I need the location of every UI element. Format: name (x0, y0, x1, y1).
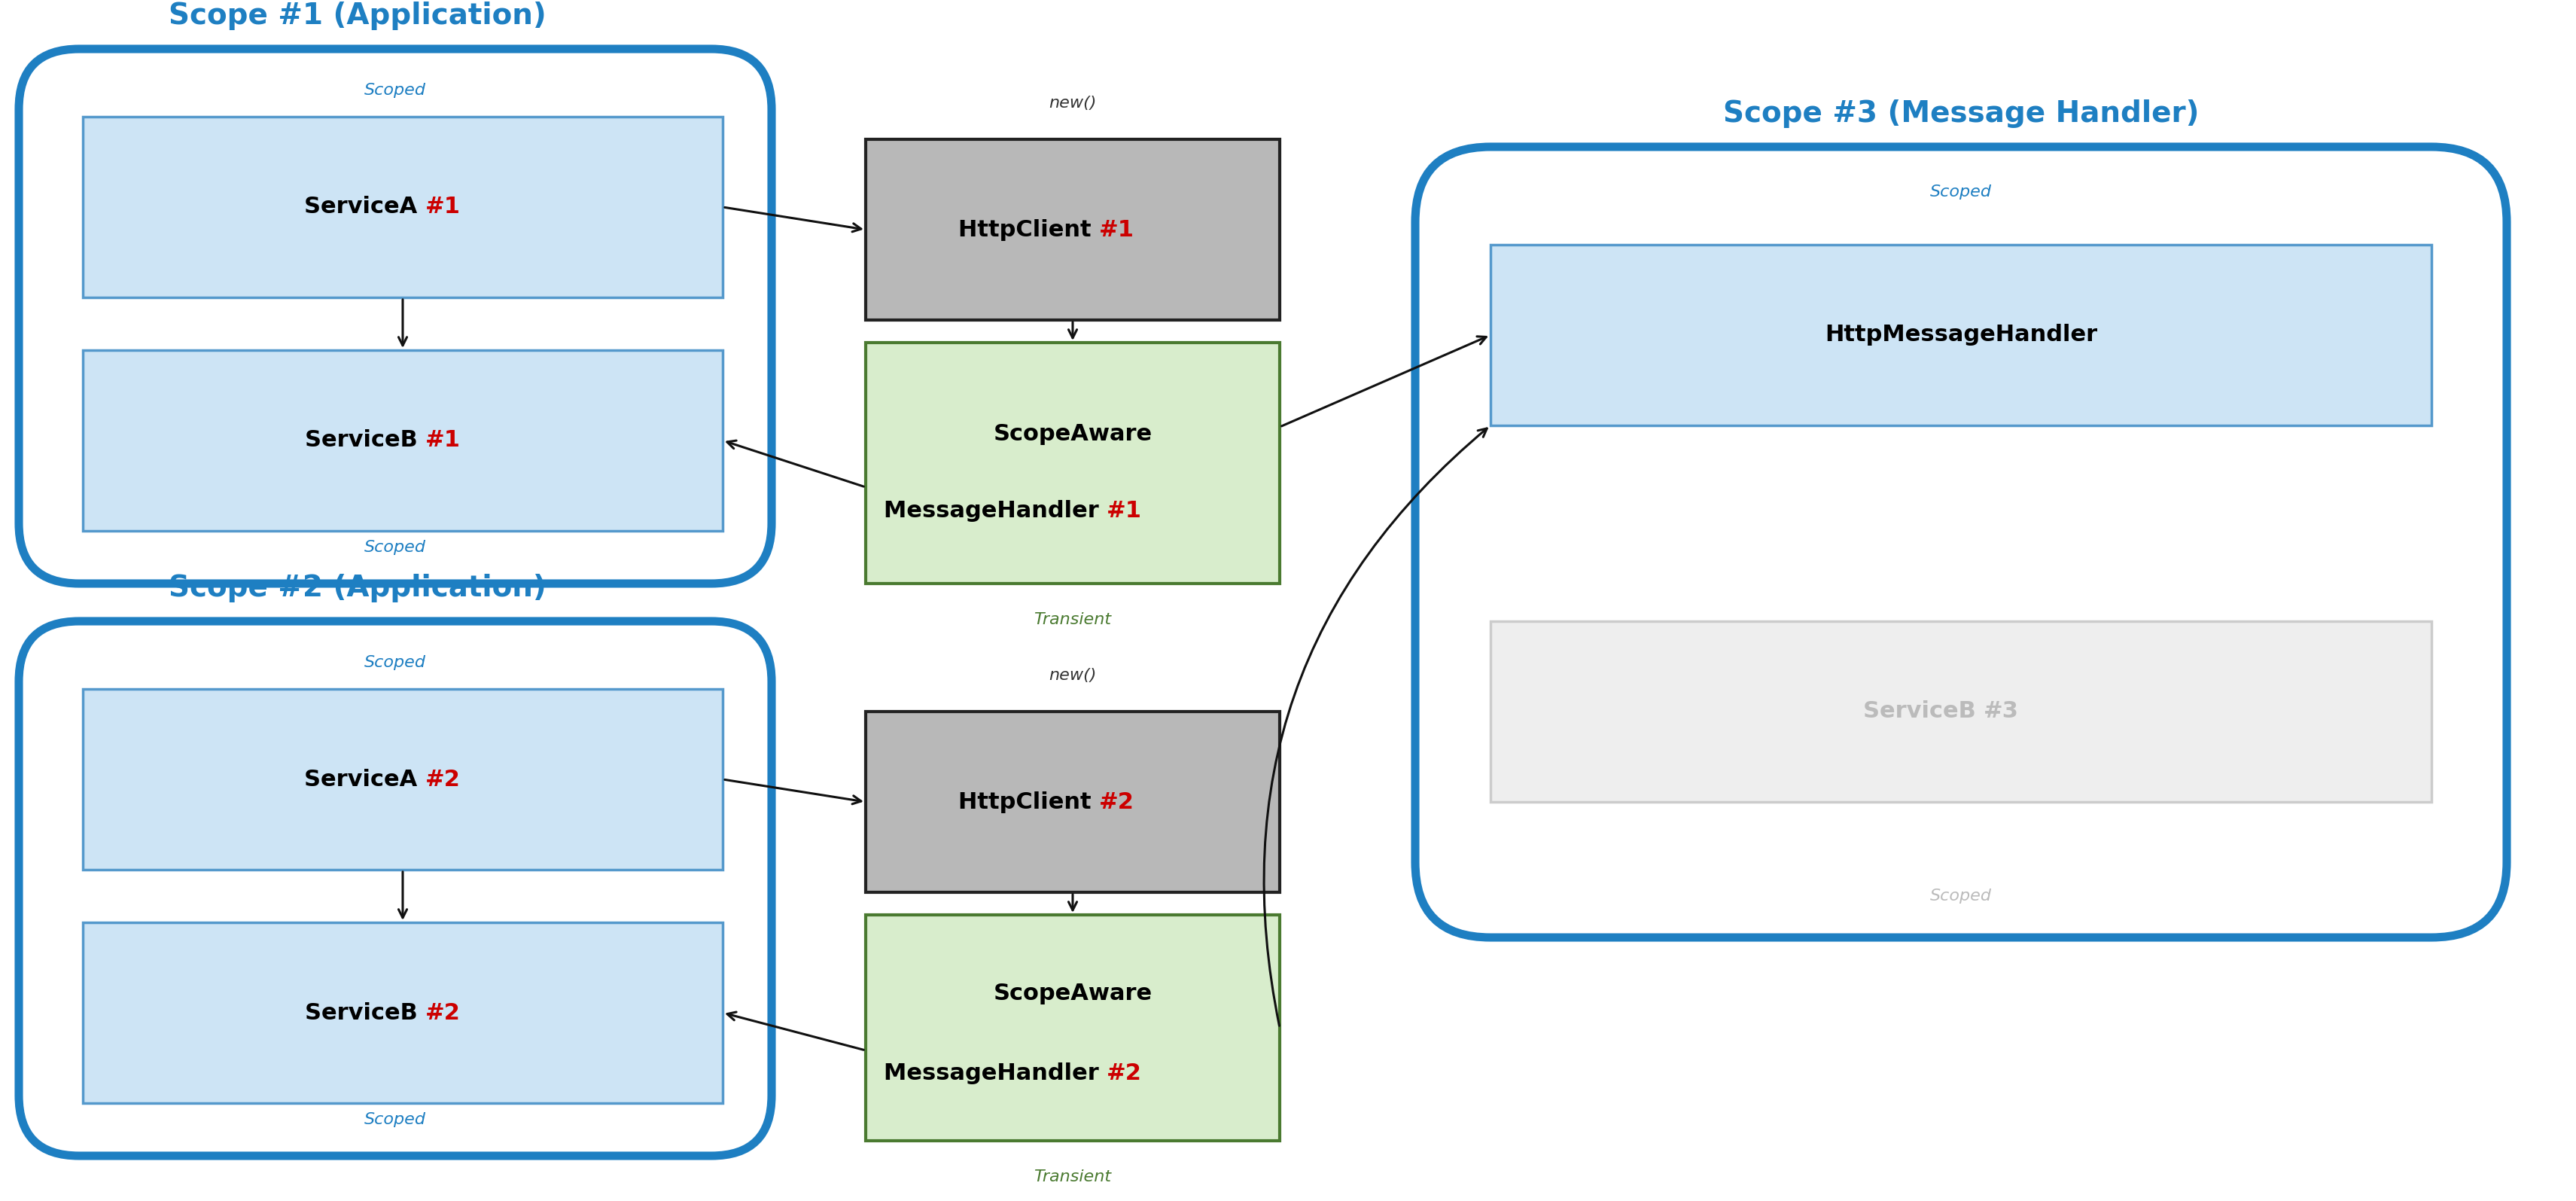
Text: #2: #2 (425, 769, 461, 790)
Text: Scoped: Scoped (1929, 185, 1991, 199)
Text: Transient: Transient (1033, 1170, 1110, 1184)
Text: Transient: Transient (1033, 613, 1110, 627)
Text: Scoped: Scoped (1929, 889, 1991, 903)
Text: Scoped: Scoped (363, 83, 425, 98)
Text: ScopeAware: ScopeAware (994, 982, 1151, 1005)
Text: ServiceB: ServiceB (1862, 700, 1984, 723)
Text: Scoped: Scoped (363, 1112, 425, 1128)
FancyBboxPatch shape (866, 711, 1280, 892)
Text: new(): new() (1048, 96, 1097, 110)
FancyBboxPatch shape (866, 342, 1280, 584)
Text: #2: #2 (1108, 1062, 1141, 1085)
Text: HttpClient: HttpClient (958, 791, 1100, 813)
Text: ServiceA: ServiceA (304, 769, 425, 790)
FancyBboxPatch shape (82, 116, 724, 298)
FancyBboxPatch shape (18, 621, 773, 1155)
Text: ServiceB: ServiceB (304, 430, 425, 452)
FancyBboxPatch shape (1492, 245, 2432, 425)
Text: HttpClient: HttpClient (958, 219, 1100, 240)
Text: #2: #2 (425, 1002, 461, 1023)
FancyBboxPatch shape (82, 351, 724, 531)
FancyBboxPatch shape (1414, 147, 2506, 938)
Text: #1: #1 (1108, 501, 1141, 522)
FancyBboxPatch shape (1492, 621, 2432, 802)
Text: ServiceA: ServiceA (304, 196, 425, 219)
Text: #1: #1 (425, 196, 461, 219)
Text: Scope #3 (Message Handler): Scope #3 (Message Handler) (1723, 100, 2200, 129)
Text: ScopeAware: ScopeAware (994, 423, 1151, 446)
Text: #3: #3 (1984, 700, 2020, 723)
Text: ServiceB: ServiceB (304, 1002, 425, 1023)
FancyBboxPatch shape (18, 49, 773, 584)
Text: Scope #1 (Application): Scope #1 (Application) (167, 1, 546, 30)
FancyBboxPatch shape (866, 915, 1280, 1141)
Text: Scoped: Scoped (363, 540, 425, 555)
Text: MessageHandler: MessageHandler (884, 501, 1108, 522)
Text: MessageHandler: MessageHandler (884, 1062, 1108, 1085)
FancyBboxPatch shape (82, 922, 724, 1103)
Text: #2: #2 (1100, 791, 1133, 813)
Text: new(): new() (1048, 668, 1097, 683)
Text: Scoped: Scoped (363, 655, 425, 670)
Text: #1: #1 (425, 430, 461, 452)
FancyBboxPatch shape (866, 139, 1280, 319)
Text: HttpMessageHandler: HttpMessageHandler (1824, 324, 2097, 346)
Text: #1: #1 (1100, 219, 1133, 240)
FancyBboxPatch shape (82, 689, 724, 870)
Text: Scope #2 (Application): Scope #2 (Application) (167, 574, 546, 603)
